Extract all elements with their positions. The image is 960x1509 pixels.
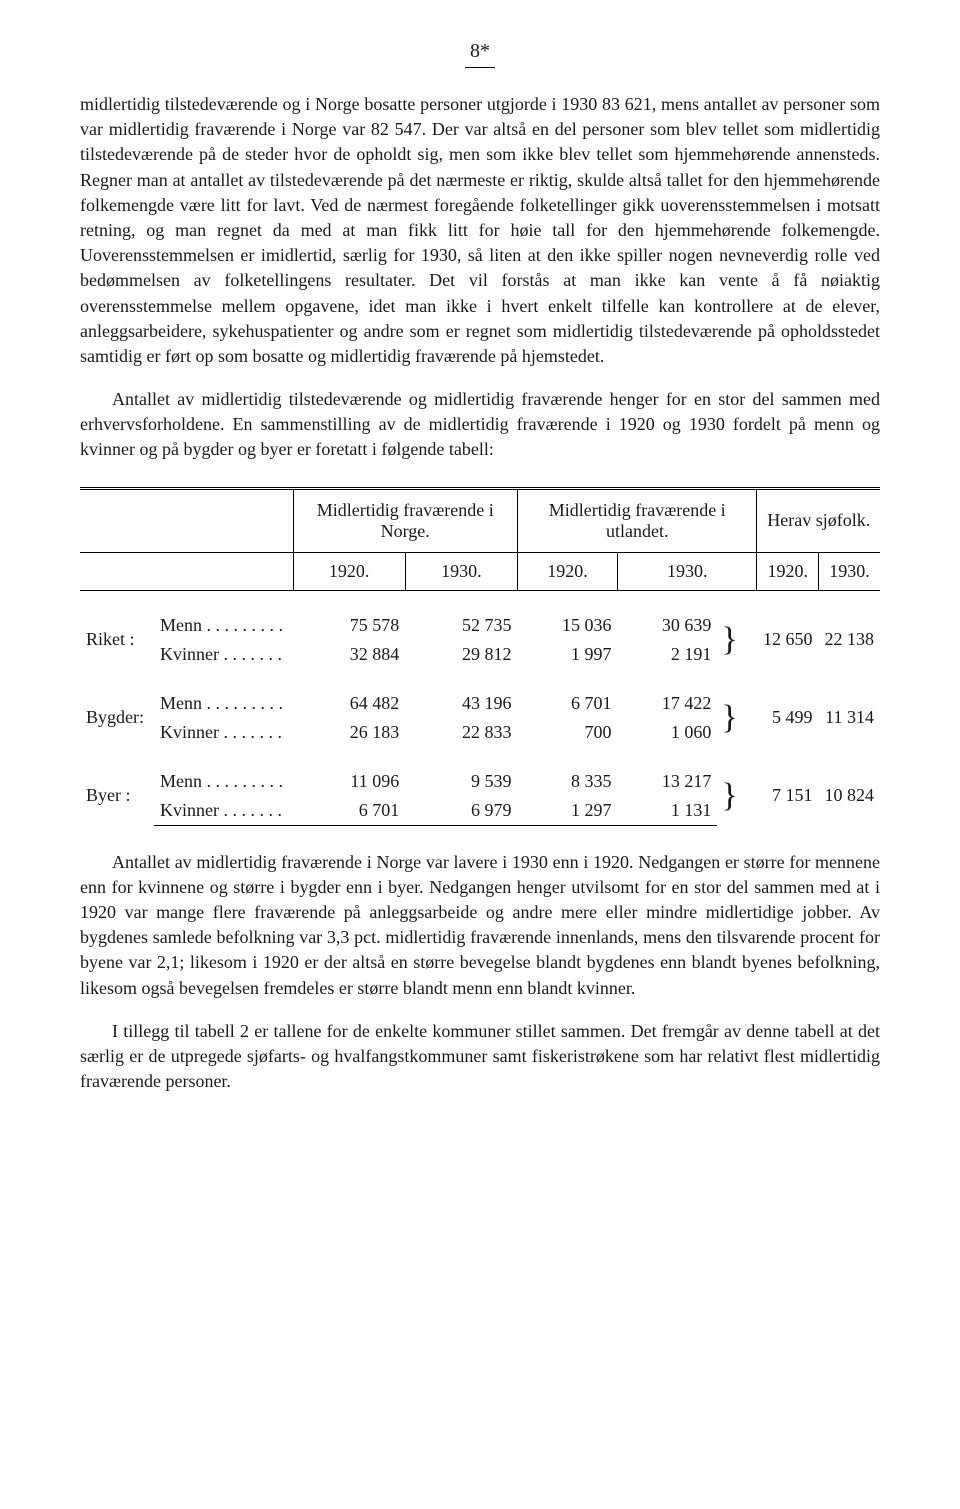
- brace-icon: }: [717, 767, 757, 826]
- brace-icon: }: [717, 689, 757, 747]
- page-number: 8*: [80, 40, 880, 63]
- cell: 52 735: [405, 611, 517, 640]
- cell: 12 650: [757, 611, 819, 669]
- page-number-rule: [465, 67, 495, 68]
- table-group-riket: Riket : Menn . . . . . . . . . 75 578 52…: [80, 590, 880, 669]
- document-page: 8* midlertidig tilstedeværende og i Norg…: [0, 0, 960, 1154]
- cell: 11 096: [293, 767, 405, 796]
- row-category-bygder: Bygder:: [80, 689, 154, 747]
- table-header-row-2: 1920. 1930. 1920. 1930. 1920. 1930.: [80, 552, 880, 590]
- subheader-1920-a: 1920.: [293, 552, 405, 590]
- cell: 7 151: [757, 767, 819, 826]
- cell: 9 539: [405, 767, 517, 796]
- subheader-1920-b: 1920.: [517, 552, 617, 590]
- cell: 43 196: [405, 689, 517, 718]
- cell: 32 884: [293, 640, 405, 669]
- cell: 22 833: [405, 718, 517, 747]
- body-paragraph-2: Antallet av midlertidig tilstedeværende …: [80, 387, 880, 463]
- cell: 6 979: [405, 796, 517, 826]
- cell: 26 183: [293, 718, 405, 747]
- cell: 5 499: [757, 689, 819, 747]
- subheader-1930-b: 1930.: [617, 552, 757, 590]
- row-category-byer: Byer :: [80, 767, 154, 826]
- data-table-wrapper: Midlertidig fraværende i Norge. Midlerti…: [80, 487, 880, 826]
- cell: 15 036: [517, 611, 617, 640]
- row-gender-menn: Menn . . . . . . . . .: [154, 767, 293, 796]
- row-category-riket: Riket :: [80, 611, 154, 669]
- subheader-1930-a: 1930.: [405, 552, 517, 590]
- header-group-norge: Midlertidig fraværende i Norge.: [293, 488, 517, 552]
- cell: 13 217: [617, 767, 717, 796]
- cell: 6 701: [293, 796, 405, 826]
- body-paragraph-4: I tillegg til tabell 2 er tallene for de…: [80, 1019, 880, 1095]
- cell: 10 824: [818, 767, 880, 826]
- row-gender-menn: Menn . . . . . . . . .: [154, 611, 293, 640]
- table-header-row-1: Midlertidig fraværende i Norge. Midlerti…: [80, 488, 880, 552]
- cell: 64 482: [293, 689, 405, 718]
- data-table: Midlertidig fraværende i Norge. Midlerti…: [80, 487, 880, 826]
- cell: 75 578: [293, 611, 405, 640]
- cell: 2 191: [617, 640, 717, 669]
- table-row: Riket : Menn . . . . . . . . . 75 578 52…: [80, 611, 880, 640]
- header-blank: [80, 488, 293, 552]
- cell: 1 060: [617, 718, 717, 747]
- header-group-sjofolk: Herav sjøfolk.: [757, 488, 880, 552]
- subheader-1930-c: 1930.: [818, 552, 880, 590]
- cell: 8 335: [517, 767, 617, 796]
- table-group-bygder: Bygder: Menn . . . . . . . . . 64 482 43…: [80, 669, 880, 747]
- brace-icon: }: [717, 611, 757, 669]
- row-gender-kvinner: Kvinner . . . . . . .: [154, 796, 293, 826]
- cell: 29 812: [405, 640, 517, 669]
- body-paragraph-1: midlertidig tilstedeværende og i Norge b…: [80, 92, 880, 369]
- subheader-1920-c: 1920.: [757, 552, 819, 590]
- cell: 1 131: [617, 796, 717, 826]
- table-row: Byer : Menn . . . . . . . . . 11 096 9 5…: [80, 767, 880, 796]
- row-gender-kvinner: Kvinner . . . . . . .: [154, 640, 293, 669]
- row-gender-menn: Menn . . . . . . . . .: [154, 689, 293, 718]
- table-group-byer: Byer : Menn . . . . . . . . . 11 096 9 5…: [80, 747, 880, 826]
- cell: 30 639: [617, 611, 717, 640]
- subheader-blank: [80, 552, 293, 590]
- table-row: Bygder: Menn . . . . . . . . . 64 482 43…: [80, 689, 880, 718]
- cell: 1 297: [517, 796, 617, 826]
- body-paragraph-3: Antallet av midlertidig fraværende i Nor…: [80, 850, 880, 1001]
- cell: 1 997: [517, 640, 617, 669]
- cell: 17 422: [617, 689, 717, 718]
- cell: 11 314: [818, 689, 880, 747]
- cell: 6 701: [517, 689, 617, 718]
- header-group-utlandet: Midlertidig fraværende i utlandet.: [517, 488, 757, 552]
- cell: 700: [517, 718, 617, 747]
- cell: 22 138: [818, 611, 880, 669]
- row-gender-kvinner: Kvinner . . . . . . .: [154, 718, 293, 747]
